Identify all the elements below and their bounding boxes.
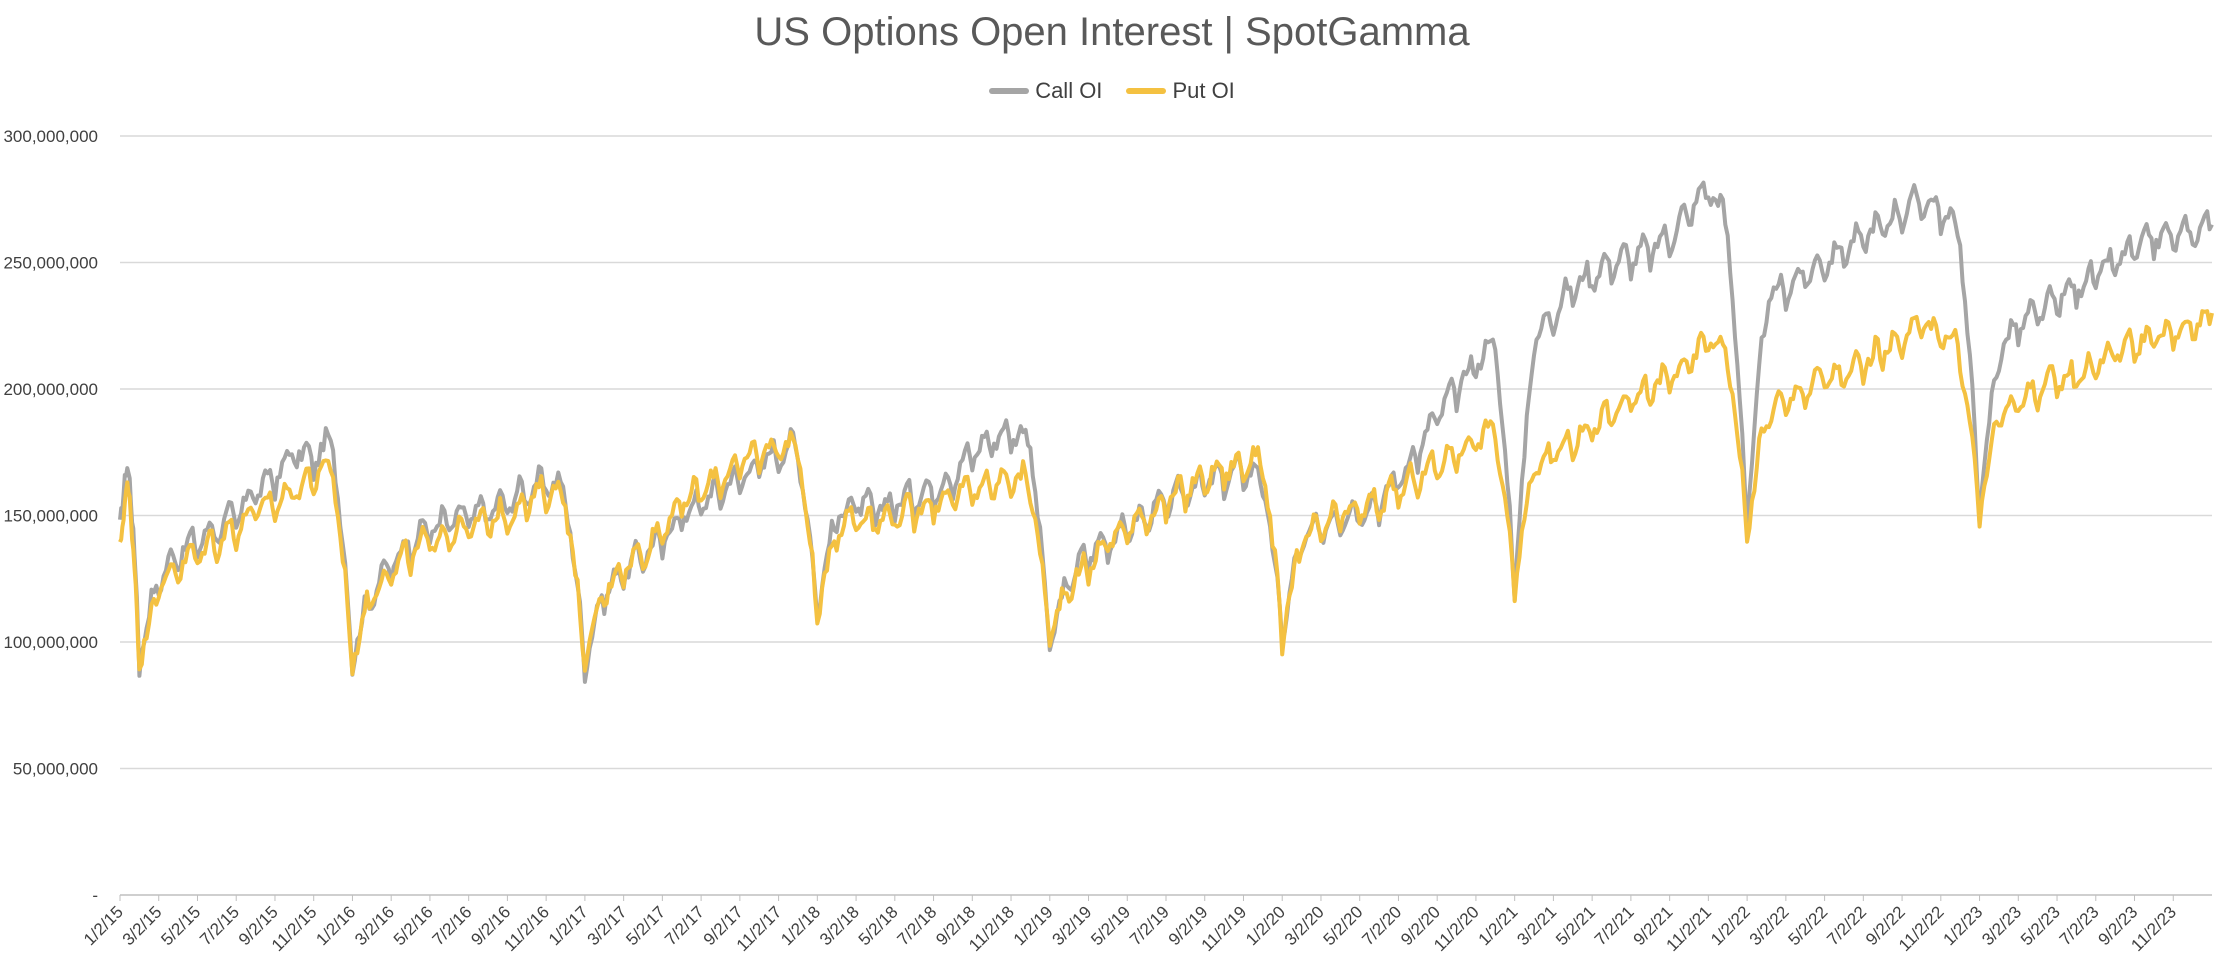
x-tick-label: 3/2/23 <box>1978 902 2025 949</box>
x-tick-label: 5/2/18 <box>855 902 902 949</box>
x-tick-label: 7/2/19 <box>1126 902 1173 949</box>
x-tick-label: 7/2/17 <box>661 902 708 949</box>
x-tick-label: 3/2/15 <box>119 902 166 949</box>
x-axis-ticks: 1/2/153/2/155/2/157/2/159/2/1511/2/151/2… <box>80 895 2180 955</box>
x-tick-label: 7/2/23 <box>2056 902 2103 949</box>
x-tick-label: 3/2/22 <box>1746 902 1793 949</box>
x-tick-label: 7/2/16 <box>429 902 476 949</box>
legend-swatch-call-oi <box>989 88 1030 94</box>
y-tick-label: 300,000,000 <box>3 127 98 146</box>
x-tick-label: 1/2/19 <box>1010 902 1057 949</box>
x-tick-label: 5/2/23 <box>2017 902 2064 949</box>
x-tick-label: 5/2/17 <box>622 902 669 949</box>
x-tick-label: 7/2/15 <box>196 902 243 949</box>
x-tick-label: 1/2/15 <box>80 902 127 949</box>
legend-label-put-oi: Put OI <box>1172 78 1235 103</box>
x-tick-label: 5/2/20 <box>1320 902 1367 949</box>
y-tick-label: 100,000,000 <box>3 633 98 652</box>
x-tick-label: 5/2/19 <box>1087 902 1134 949</box>
y-tick-label: - <box>92 886 98 905</box>
legend-label-call-oi: Call OI <box>1035 78 1103 103</box>
y-tick-label: 250,000,000 <box>3 254 98 273</box>
x-tick-label: 1/2/20 <box>1242 902 1289 949</box>
x-tick-label: 3/2/21 <box>1513 902 1560 949</box>
x-tick-label: 7/2/21 <box>1591 902 1638 949</box>
x-tick-label: 5/2/16 <box>390 902 437 949</box>
y-tick-label: 50,000,000 <box>13 760 98 779</box>
y-tick-label: 150,000,000 <box>3 507 98 526</box>
legend-entry-put-oi[interactable]: Put OI <box>1126 78 1235 104</box>
chart-title: US Options Open Interest | SpotGamma <box>754 10 1470 54</box>
legend-swatch-put-oi <box>1126 88 1167 94</box>
x-tick-label: 1/2/18 <box>777 902 824 949</box>
x-tick-label: 5/2/21 <box>1552 902 1599 949</box>
x-tick-label: 5/2/22 <box>1785 902 1832 949</box>
series-line-call-oi[interactable] <box>118 180 2214 684</box>
x-tick-label: 1/2/21 <box>1475 902 1522 949</box>
x-tick-label: 7/2/22 <box>1823 902 1870 949</box>
x-tick-label: 5/2/15 <box>157 902 204 949</box>
x-tick-label: 7/2/18 <box>894 902 941 949</box>
x-tick-label: 3/2/16 <box>351 902 398 949</box>
series-line-put-oi[interactable] <box>118 309 2214 677</box>
series-lines <box>118 180 2214 684</box>
legend: Call OI Put OI <box>0 78 2224 104</box>
x-tick-label: 1/2/17 <box>545 902 592 949</box>
y-axis-ticks: - 50,000,000 100,000,000 150,000,000 200,000… <box>3 127 98 905</box>
x-tick-label: 1/2/22 <box>1707 902 1754 949</box>
x-tick-label: 3/2/20 <box>1281 902 1328 949</box>
x-tick-label: 1/2/23 <box>1940 902 1987 949</box>
legend-entry-call-oi[interactable]: Call OI <box>989 78 1102 104</box>
x-tick-label: 3/2/19 <box>1048 902 1095 949</box>
x-tick-label: 3/2/18 <box>816 902 863 949</box>
x-tick-label: 1/2/16 <box>312 902 359 949</box>
x-tick-label: 3/2/17 <box>584 902 631 949</box>
x-tick-label: 7/2/20 <box>1358 902 1405 949</box>
y-tick-label: 200,000,000 <box>3 380 98 399</box>
